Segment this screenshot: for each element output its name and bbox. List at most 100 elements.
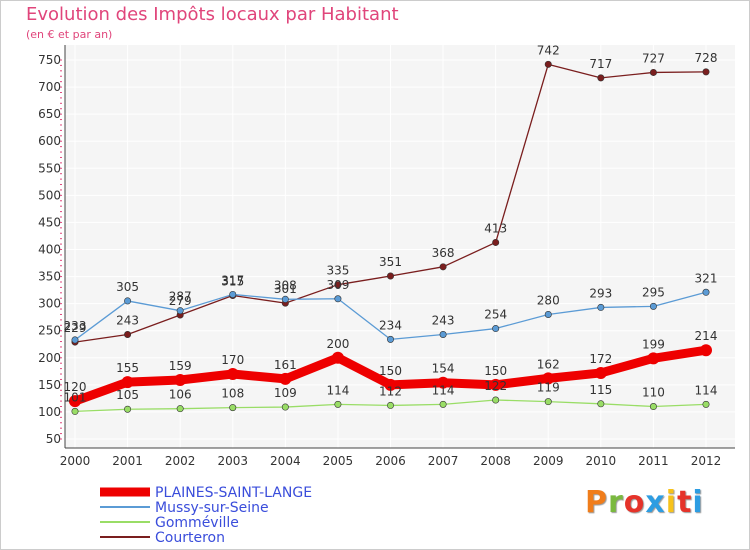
data-label: 727 xyxy=(642,51,665,65)
data-label: 112 xyxy=(379,384,402,398)
data-label: 315 xyxy=(221,275,244,289)
x-tick-label: 2004 xyxy=(270,454,301,468)
data-label: 101 xyxy=(64,390,87,404)
data-label: 120 xyxy=(64,380,87,394)
data-point xyxy=(544,398,552,406)
data-point xyxy=(229,290,237,298)
data-point xyxy=(594,366,607,379)
data-point xyxy=(176,307,184,315)
data-label: 243 xyxy=(116,314,139,328)
data-label: 742 xyxy=(537,43,560,57)
data-point xyxy=(279,372,292,385)
data-point xyxy=(492,396,500,404)
data-label: 308 xyxy=(274,278,297,292)
data-label: 214 xyxy=(695,329,718,343)
x-tick-label: 2012 xyxy=(691,454,722,468)
data-label: 114 xyxy=(432,383,455,397)
y-tick-label: 400 xyxy=(38,243,61,257)
data-point xyxy=(647,352,660,365)
data-point xyxy=(597,303,605,311)
legend-label: Gomméville xyxy=(155,515,239,531)
y-tick-label: 350 xyxy=(38,270,61,284)
data-point xyxy=(229,404,237,412)
data-label: 114 xyxy=(326,383,349,397)
data-label: 108 xyxy=(221,387,244,401)
data-label: 150 xyxy=(379,364,402,378)
data-point xyxy=(492,325,500,333)
x-tick-label: 2003 xyxy=(217,454,248,468)
data-point xyxy=(124,331,132,339)
data-label: 114 xyxy=(695,383,718,397)
data-point xyxy=(439,263,447,271)
data-point xyxy=(437,376,450,389)
data-point xyxy=(121,376,134,389)
data-label: 279 xyxy=(169,294,192,308)
data-label: 229 xyxy=(64,321,87,335)
data-point xyxy=(542,372,555,385)
data-point xyxy=(439,400,447,408)
y-tick-label: 450 xyxy=(38,215,61,229)
data-point xyxy=(489,378,502,391)
data-label: 243 xyxy=(432,314,455,328)
x-tick-label: 2005 xyxy=(323,454,354,468)
data-point xyxy=(439,331,447,339)
data-point xyxy=(174,373,187,386)
data-point xyxy=(226,368,239,381)
x-tick-label: 2010 xyxy=(586,454,617,468)
data-label: 301 xyxy=(274,282,297,296)
data-label: 287 xyxy=(169,290,192,304)
data-label: 234 xyxy=(379,318,402,332)
data-point xyxy=(544,60,552,68)
data-point xyxy=(597,400,605,408)
data-label: 717 xyxy=(589,57,612,71)
data-label: 293 xyxy=(589,286,612,300)
data-label: 115 xyxy=(589,383,612,397)
data-point xyxy=(597,74,605,82)
data-point xyxy=(386,272,394,280)
y-tick-label: 500 xyxy=(38,188,61,202)
data-label: 154 xyxy=(432,362,455,376)
data-label: 254 xyxy=(484,308,507,322)
data-label: 368 xyxy=(432,246,455,260)
data-label: 159 xyxy=(169,359,192,373)
data-point xyxy=(281,403,289,411)
data-label: 305 xyxy=(116,280,139,294)
data-label: 161 xyxy=(274,358,297,372)
y-tick-label: 750 xyxy=(38,53,61,67)
data-label: 317 xyxy=(221,273,244,287)
data-label: 413 xyxy=(484,221,507,235)
data-label: 170 xyxy=(221,353,244,367)
legend-label: Courteron xyxy=(155,530,225,546)
data-label: 309 xyxy=(326,278,349,292)
y-tick-label: 600 xyxy=(38,134,61,148)
x-tick-label: 2007 xyxy=(428,454,459,468)
y-tick-label: 250 xyxy=(38,324,61,338)
data-label: 321 xyxy=(695,271,718,285)
data-label: 110 xyxy=(642,386,665,400)
data-point xyxy=(71,407,79,415)
y-tick-label: 100 xyxy=(38,405,61,419)
data-point xyxy=(176,405,184,413)
chart-title: Evolution des Impôts locaux par Habitant xyxy=(26,4,399,25)
data-point xyxy=(700,344,712,357)
data-point xyxy=(649,302,657,310)
data-point xyxy=(69,395,81,408)
data-point xyxy=(334,295,342,303)
data-point xyxy=(702,68,710,76)
data-point xyxy=(386,335,394,343)
data-label: 295 xyxy=(642,285,665,299)
data-point xyxy=(702,288,710,296)
data-label: 150 xyxy=(484,364,507,378)
data-label: 335 xyxy=(326,264,349,278)
data-label: 109 xyxy=(274,386,297,400)
data-point xyxy=(71,336,79,344)
x-tick-label: 2002 xyxy=(165,454,196,468)
proxiti-logo: Proxiti xyxy=(585,485,704,520)
data-point xyxy=(649,68,657,76)
data-point xyxy=(702,400,710,408)
data-label: 728 xyxy=(695,51,718,65)
data-point xyxy=(124,297,132,305)
data-point xyxy=(386,401,394,409)
data-label: 351 xyxy=(379,255,402,269)
x-tick-label: 2009 xyxy=(533,454,564,468)
